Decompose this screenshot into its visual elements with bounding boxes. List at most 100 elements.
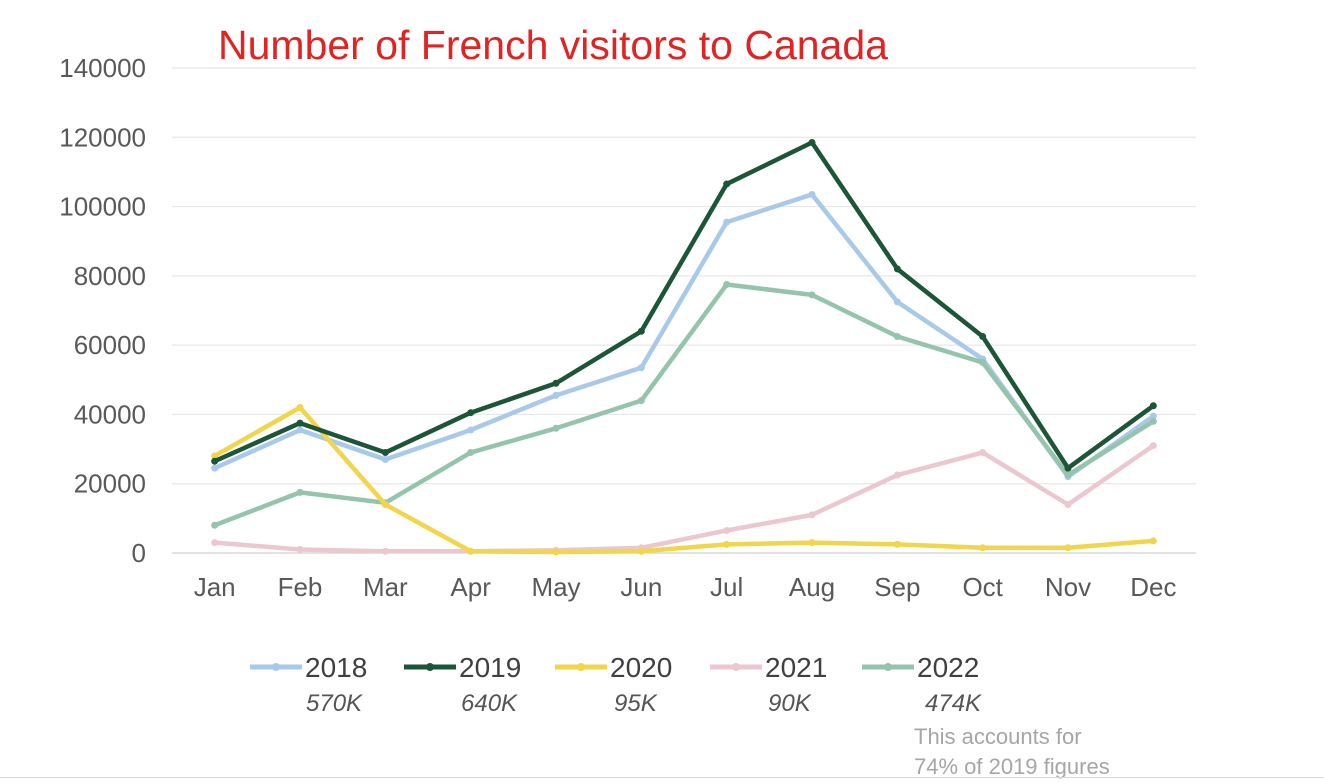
x-axis-tick-labels: Jan Feb Mar Apr May Jun Jul Aug Sep Oct Nov Dec (194, 572, 1177, 602)
legend: 2018 2019 2020 2021 2022 (250, 652, 979, 683)
data-point-2022-apr (467, 449, 475, 457)
series-line-2020 (212, 405, 1156, 555)
x-tick-label-jan: Jan (194, 572, 236, 602)
x-tick-label-oct: Oct (962, 572, 1003, 602)
series-total-2022: 474K (925, 690, 982, 717)
data-point-2019-oct (979, 332, 987, 340)
data-point-2022-dec (1149, 417, 1157, 425)
data-point-2020-sep (893, 540, 901, 548)
series-line-2019 (212, 140, 1156, 471)
series-line-2018 (212, 192, 1156, 480)
legend-item-2022: 2022 (862, 652, 979, 683)
data-point-2019-jan (211, 457, 219, 465)
series-2022 (211, 281, 1157, 529)
data-point-2022-nov (1064, 471, 1072, 479)
data-point-2021-nov (1064, 501, 1072, 508)
data-point-2019-sep (893, 265, 901, 273)
data-point-2021-feb (296, 546, 304, 554)
legend-label: 2021 (765, 652, 827, 683)
y-tick-label: 140000 (59, 53, 146, 83)
data-point-2020-apr (467, 547, 475, 555)
legend-item-2018: 2018 (250, 652, 367, 683)
x-tick-label-jul: Jul (710, 572, 743, 602)
x-tick-label-may: May (531, 572, 580, 602)
y-tick-label: 60000 (74, 330, 146, 360)
series-total-2018: 570K (306, 690, 363, 717)
data-point-2020-mar (381, 501, 389, 508)
series-total-2021: 90K (768, 690, 811, 717)
data-point-2022-may (552, 424, 560, 432)
series-total-2019: 640K (461, 690, 518, 717)
data-point-2018-jun (637, 364, 645, 372)
data-point-2018-apr (467, 426, 475, 434)
legend-item-2020: 2020 (555, 652, 672, 683)
x-tick-label-mar: Mar (363, 572, 408, 602)
data-point-2020-may (552, 548, 560, 556)
legend-label: 2019 (459, 652, 521, 683)
y-tick-label: 100000 (59, 192, 146, 222)
data-point-2020-jun (637, 547, 645, 555)
footnote-line-2: 74% of 2019 figures (914, 754, 1110, 779)
data-point-2020-oct (979, 544, 987, 552)
footnote: This accounts for 74% of 2019 figures (914, 722, 1214, 782)
data-point-2022-oct (979, 358, 987, 366)
y-tick-label: 40000 (74, 399, 146, 429)
data-point-2022-aug (808, 291, 816, 299)
gridlines (172, 67, 1196, 554)
data-point-2019-dec (1149, 402, 1157, 410)
data-point-2019-jul (723, 180, 731, 188)
data-point-2021-jan (211, 539, 219, 547)
data-point-2020-jul (723, 540, 731, 548)
data-point-2020-dec (1149, 537, 1157, 545)
y-axis-tick-labels: 0 20000 40000 60000 80000 100000 120000 140000 (59, 53, 146, 568)
data-point-2018-mar (381, 455, 389, 463)
x-tick-label-feb: Feb (278, 572, 323, 602)
x-tick-label-apr: Apr (450, 572, 491, 602)
series-2020 (211, 404, 1157, 556)
x-tick-label-aug: Aug (789, 572, 835, 602)
data-point-2019-nov (1064, 464, 1072, 472)
data-point-2018-sep (893, 298, 901, 306)
data-point-2022-jan (211, 521, 219, 529)
data-point-2020-feb (296, 404, 304, 411)
data-point-2018-feb (296, 426, 304, 434)
data-point-2022-sep (893, 332, 901, 340)
data-point-2020-nov (1064, 544, 1072, 552)
data-point-2019-apr (467, 409, 475, 417)
x-tick-label-nov: Nov (1045, 572, 1091, 602)
data-point-2022-jun (637, 397, 645, 405)
data-point-2018-aug (808, 190, 816, 198)
legend-marker (272, 663, 280, 671)
legend-marker (577, 663, 585, 671)
x-tick-label-sep: Sep (874, 572, 920, 602)
data-point-2018-jan (211, 464, 219, 472)
legend-item-2019: 2019 (404, 652, 521, 683)
series-2018 (211, 190, 1157, 481)
y-tick-label: 80000 (74, 261, 146, 291)
series-lines (211, 138, 1157, 556)
legend-marker (732, 663, 740, 671)
legend-label: 2022 (917, 652, 979, 683)
y-tick-label: 120000 (59, 122, 146, 152)
legend-item-2021: 2021 (710, 652, 827, 683)
data-point-2019-may (552, 379, 560, 387)
data-point-2021-sep (893, 471, 901, 479)
legend-label: 2020 (610, 652, 672, 683)
data-point-2018-dec (1149, 412, 1157, 420)
data-point-2021-aug (808, 511, 816, 519)
data-point-2019-jun (637, 327, 645, 335)
data-point-2018-jul (723, 218, 731, 226)
data-point-2019-mar (381, 449, 389, 457)
chart-title: Number of French visitors to Canada (218, 22, 888, 68)
legend-marker (884, 663, 892, 671)
data-point-2022-jul (723, 281, 731, 289)
data-point-2021-dec (1149, 442, 1157, 450)
data-point-2019-aug (808, 138, 816, 146)
data-point-2022-feb (296, 488, 304, 496)
data-point-2021-mar (381, 547, 389, 555)
series-line-2021 (212, 443, 1156, 554)
y-tick-label: 20000 (74, 469, 146, 499)
x-tick-label-dec: Dec (1130, 572, 1176, 602)
series-total-2020: 95K (614, 690, 657, 717)
